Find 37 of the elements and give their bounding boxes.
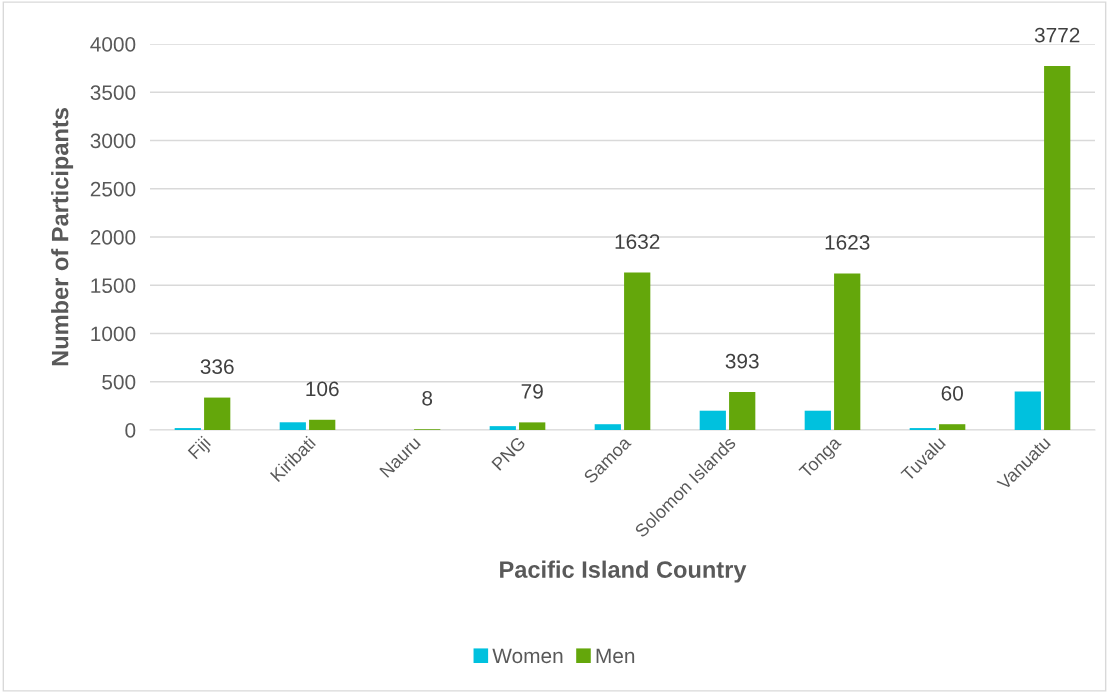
data-label: 336 — [200, 359, 234, 375]
legend-label: Women — [492, 648, 563, 664]
bar — [489, 426, 516, 430]
bar — [699, 410, 726, 430]
y-tick-label: 2000 — [90, 230, 136, 245]
legend-label: Men — [596, 648, 635, 664]
bar — [1044, 66, 1071, 430]
y-tick-label: 1500 — [91, 278, 136, 293]
x-axis-title: Pacific Island Country — [500, 560, 747, 583]
data-label: 3772 — [1034, 27, 1080, 43]
y-tick-label: 500 — [102, 374, 136, 390]
bar — [1014, 391, 1041, 430]
y-axis-title: Number of Participants — [51, 108, 74, 366]
data-label: 106 — [306, 381, 339, 397]
bar — [594, 424, 621, 430]
data-label: 1632 — [615, 234, 660, 249]
data-label: 8 — [422, 390, 433, 406]
bar — [834, 273, 861, 430]
x-tick-label: Fiji — [187, 435, 214, 463]
y-tick-label: 1000 — [91, 326, 136, 342]
y-tick-label: 3000 — [90, 133, 136, 149]
y-tick-label: 4000 — [90, 37, 136, 52]
bar — [204, 397, 231, 430]
data-label: 60 — [941, 385, 963, 401]
bar — [939, 424, 966, 430]
bar — [279, 422, 306, 430]
bar — [519, 422, 546, 430]
y-tick-label: 0 — [125, 423, 136, 438]
data-label: 393 — [725, 353, 759, 369]
bar — [624, 272, 651, 430]
bar — [729, 392, 756, 430]
y-tick-label: 3500 — [90, 85, 136, 100]
data-label: 1623 — [825, 235, 870, 250]
y-tick-label: 2500 — [90, 181, 136, 197]
data-label: 79 — [521, 384, 543, 399]
bar — [804, 410, 831, 430]
bar — [309, 419, 336, 430]
